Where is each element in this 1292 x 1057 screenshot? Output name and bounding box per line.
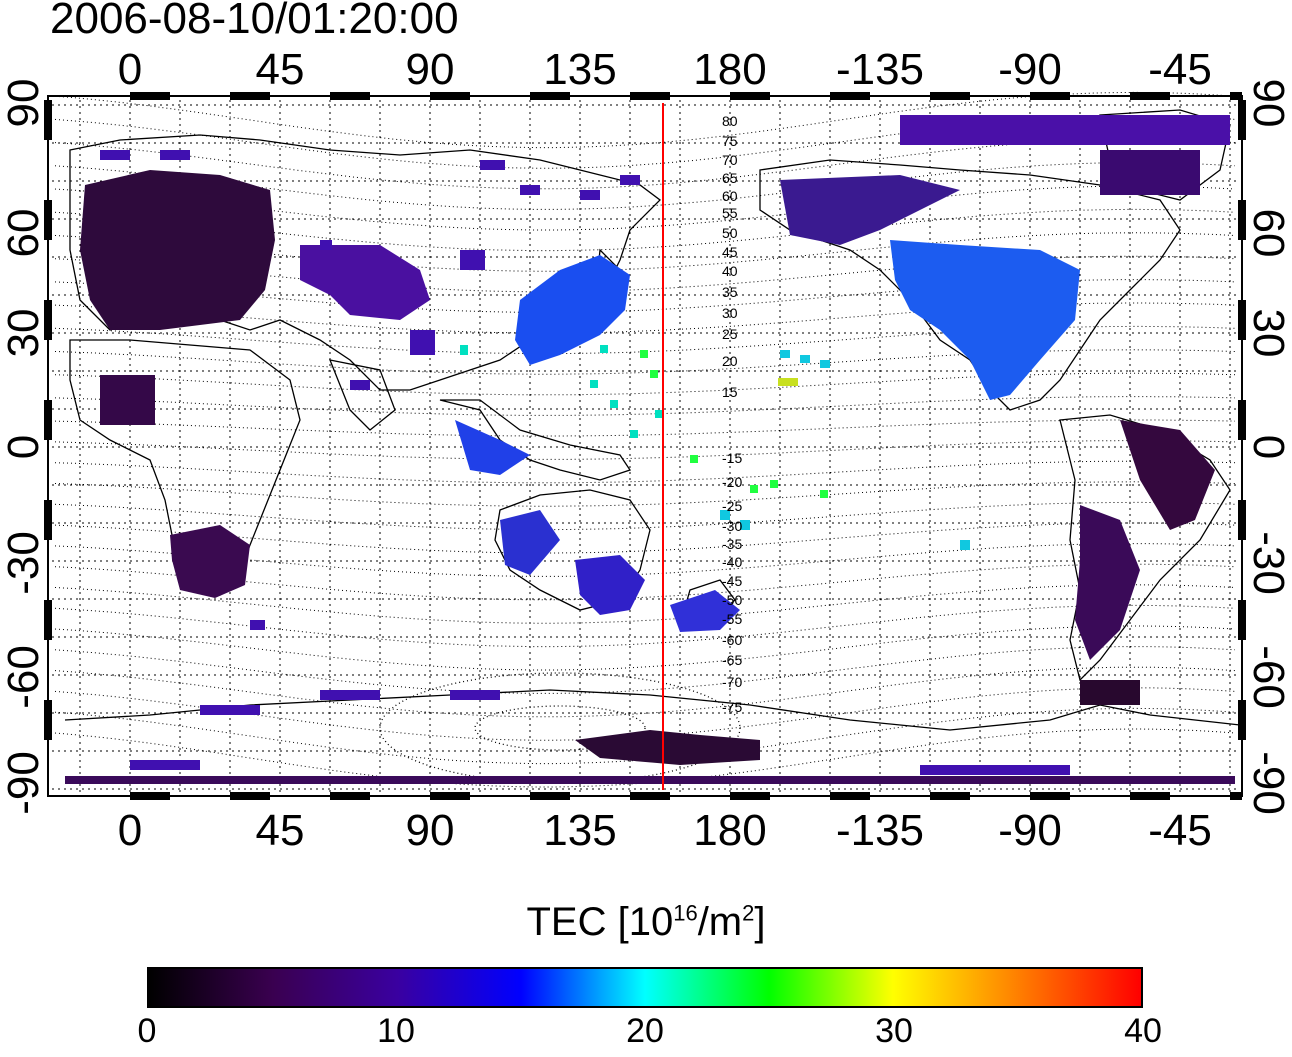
bottom-lon-label: 90	[406, 806, 455, 855]
magnetic-contour	[54, 372, 1236, 396]
bottom-lon-label: -90	[998, 806, 1062, 855]
magnetic-latitude-label: -30	[722, 518, 742, 534]
top-longitude-labels: 0 45 90 135 180 -135 -90 -45	[118, 45, 1212, 94]
magnetic-latitude-label: -70	[722, 674, 742, 690]
right-lat-label: 60	[1244, 209, 1292, 258]
magnetic-latitude-label: -50	[722, 592, 742, 608]
magnetic-contour	[54, 481, 1236, 507]
magnetic-latitude-label: 65	[722, 170, 738, 186]
bottom-longitude-labels: 0 45 90 135 180 -135 -90 -45	[118, 806, 1212, 855]
bottom-lon-label: 0	[118, 806, 142, 855]
colorbar-tick-label: 40	[1124, 1012, 1162, 1050]
magnetic-contour	[54, 625, 1236, 671]
magnetic-latitude-label: -25	[722, 498, 742, 514]
magnetic-contour	[54, 440, 1236, 460]
magnetic-contour	[54, 185, 1236, 231]
frame-ticks	[44, 92, 1246, 800]
tec-data-patches	[65, 115, 1235, 784]
tec-colorbar	[147, 967, 1143, 1008]
left-lat-label: 60	[0, 209, 48, 258]
magnetic-pole-contour	[474, 705, 646, 751]
bottom-lon-label: -45	[1148, 806, 1212, 855]
left-lat-label: -60	[0, 645, 48, 709]
top-lon-label: 180	[693, 45, 766, 94]
magnetic-contour	[54, 460, 1236, 484]
colorbar-tick-label: 10	[377, 1012, 415, 1050]
magnetic-latitude-label: 35	[722, 284, 738, 300]
magnetic-latitude-label: -20	[722, 474, 742, 490]
magnetic-latitude-label: -40	[722, 554, 742, 570]
top-lon-label: -45	[1148, 45, 1212, 94]
top-lon-label: -90	[998, 45, 1062, 94]
bottom-lon-label: 45	[256, 806, 305, 855]
right-latitude-labels: 90 60 30 0 -30 -60 -90	[1244, 79, 1292, 815]
colorbar-title: TEC [1016/m2]	[526, 900, 766, 944]
left-lat-label: -90	[0, 751, 48, 815]
top-lon-label: 0	[118, 45, 142, 94]
magnetic-latitude-label: -15	[722, 450, 742, 466]
magnetic-latitude-label: -45	[722, 573, 742, 589]
colorbar-tick-label: 0	[137, 1012, 157, 1050]
magnetic-latitude-label: -35	[722, 536, 742, 552]
magnetic-latitude-label: 20	[722, 353, 738, 369]
right-lat-label: 0	[1244, 435, 1292, 459]
magnetic-contour	[54, 396, 1236, 416]
magnetic-latitude-label: 60	[722, 188, 738, 204]
top-lon-label: 90	[406, 45, 455, 94]
top-lon-label: 45	[256, 45, 305, 94]
magnetic-latitude-label: 25	[722, 326, 738, 342]
right-lat-label: -60	[1244, 645, 1292, 709]
colorbar-tick-label: 20	[626, 1012, 664, 1050]
magnetic-latitude-label: 30	[722, 305, 738, 321]
magnetic-latitude-label: 45	[722, 244, 738, 260]
magnetic-pole-contour	[379, 672, 741, 784]
magnetic-contour	[54, 501, 1236, 531]
right-lat-label: -30	[1244, 531, 1292, 595]
magnetic-latitude-label: 80	[722, 113, 738, 129]
top-lon-label: 135	[543, 45, 616, 94]
magnetic-latitude-label: 75	[722, 133, 738, 149]
left-lat-label: -30	[0, 531, 48, 595]
right-lat-label: -90	[1244, 751, 1292, 815]
bottom-lon-label: -135	[836, 806, 924, 855]
magnetic-contour	[54, 666, 1236, 718]
top-lon-label: -135	[836, 45, 924, 94]
left-lat-label: 30	[0, 309, 48, 358]
tec-world-map: 8075706560555045403530252015-15-20-25-30…	[0, 45, 1292, 855]
magnetic-latitude-label: -75	[722, 699, 742, 715]
left-latitude-labels: 90 60 30 0 -30 -60 -90	[0, 79, 48, 815]
magnetic-contour	[54, 419, 1236, 437]
magnetic-latitude-label: 50	[722, 225, 738, 241]
bottom-lon-label: 180	[693, 806, 766, 855]
magnetic-contour	[54, 162, 1236, 210]
magnetic-latitude-label: -65	[722, 652, 742, 668]
magnetic-latitude-label: 55	[722, 205, 738, 221]
map-timestamp: 2006-08-10/01:20:00	[50, 0, 459, 43]
right-lat-label: 90	[1244, 79, 1292, 128]
magnetic-latitude-label: 70	[722, 152, 738, 168]
left-lat-label: 0	[0, 435, 48, 459]
magnetic-contour	[54, 646, 1236, 694]
magnetic-latitude-label: 40	[722, 263, 738, 279]
bottom-lon-label: 135	[543, 806, 616, 855]
magnetic-latitude-label: -55	[722, 611, 742, 627]
right-lat-label: 30	[1244, 309, 1292, 358]
left-lat-label: 90	[0, 79, 48, 128]
magnetic-latitude-label: 15	[722, 384, 738, 400]
colorbar-tick-label: 30	[875, 1012, 913, 1050]
magnetic-latitude-label: -60	[722, 632, 742, 648]
